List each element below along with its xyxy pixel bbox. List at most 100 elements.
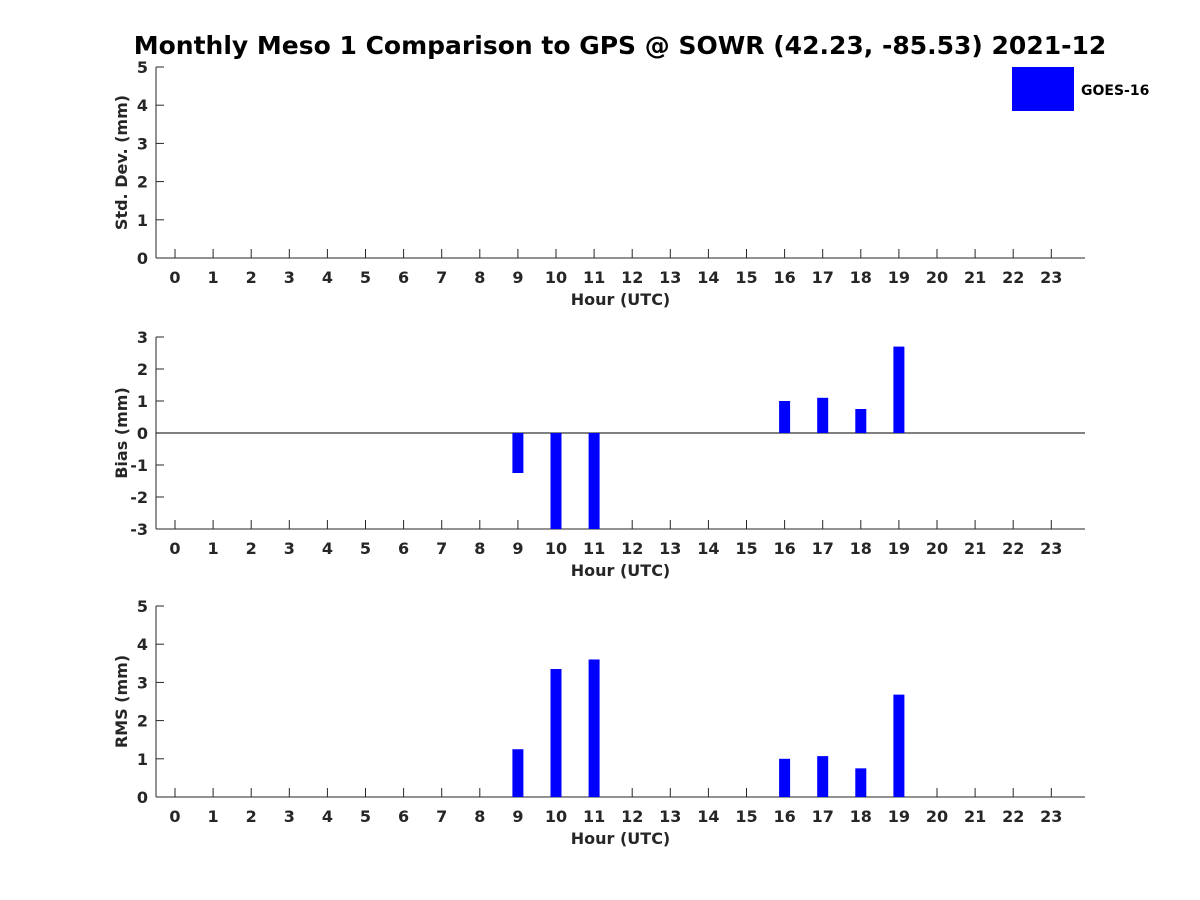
x-tick-label: 1 [208,807,219,826]
x-tick-label: 16 [773,268,795,287]
x-tick-label: 6 [398,268,409,287]
bar-hour-11 [588,659,600,797]
x-tick-label: 19 [888,268,910,287]
bar-hour-18 [855,409,867,433]
x-tick-label: 7 [436,268,447,287]
x-tick-label: 14 [697,268,719,287]
x-tick-label: 7 [436,539,447,558]
bar-hour-10 [550,669,562,797]
x-tick-label: 8 [474,268,485,287]
x-tick-label: 3 [284,807,295,826]
x-tick-label: 21 [964,268,986,287]
x-tick-label: 9 [512,807,523,826]
y-tick-label: 2 [137,360,148,379]
x-tick-label: 7 [436,807,447,826]
x-tick-label: 15 [735,539,757,558]
y-tick-label: -3 [130,520,148,539]
legend-swatch-goes16 [1012,67,1074,111]
x-tick-label: 17 [812,268,834,287]
y-tick-label: 2 [137,173,148,192]
bar-hour-10 [550,433,562,529]
y-tick-label: 0 [137,788,148,807]
y-axis-label: Std. Dev. (mm) [112,95,131,230]
x-tick-label: 20 [926,539,948,558]
y-axis-label: Bias (mm) [112,387,131,479]
x-tick-label: 5 [360,268,371,287]
x-tick-label: 6 [398,539,409,558]
x-tick-label: 1 [208,539,219,558]
bar-hour-11 [588,433,600,529]
bar-hour-17 [817,756,829,797]
x-tick-label: 17 [812,539,834,558]
y-tick-label: 1 [137,211,148,230]
x-tick-label: 13 [659,807,681,826]
x-tick-label: 17 [812,807,834,826]
x-tick-label: 23 [1040,539,1062,558]
x-tick-label: 18 [850,268,872,287]
x-tick-label: 21 [964,539,986,558]
x-tick-label: 6 [398,807,409,826]
x-axis-label: Hour (UTC) [571,290,671,309]
x-tick-label: 16 [773,539,795,558]
y-tick-label: 0 [137,424,148,443]
x-tick-label: 15 [735,807,757,826]
x-tick-label: 14 [697,539,719,558]
bar-hour-9 [512,433,524,473]
x-axis-label: Hour (UTC) [571,829,671,848]
x-tick-label: 23 [1040,268,1062,287]
bar-hour-17 [817,397,829,433]
x-tick-label: 10 [545,268,567,287]
y-tick-label: 5 [137,597,148,616]
x-tick-label: 0 [169,539,180,558]
bar-hour-19 [893,346,905,433]
x-tick-label: 13 [659,268,681,287]
legend-label-goes16: GOES-16 [1081,83,1149,99]
bar-hour-16 [779,758,791,797]
bar-hour-18 [855,768,867,797]
x-tick-label: 19 [888,807,910,826]
y-tick-label: 4 [137,96,148,115]
x-tick-label: 22 [1002,268,1024,287]
x-tick-label: 22 [1002,807,1024,826]
x-tick-label: 5 [360,807,371,826]
x-tick-label: 18 [850,539,872,558]
x-tick-label: 1 [208,268,219,287]
y-tick-label: 1 [137,750,148,769]
x-tick-label: 21 [964,807,986,826]
y-tick-label: 3 [137,134,148,153]
x-tick-label: 2 [246,539,257,558]
bar-hour-16 [779,401,791,433]
x-tick-label: 22 [1002,539,1024,558]
y-tick-label: 1 [137,392,148,411]
x-tick-label: 4 [322,539,333,558]
y-tick-label: 2 [137,712,148,731]
x-tick-label: 13 [659,539,681,558]
x-tick-label: 12 [621,807,643,826]
x-tick-label: 11 [583,268,605,287]
x-tick-label: 11 [583,539,605,558]
x-tick-label: 8 [474,807,485,826]
x-tick-label: 3 [284,268,295,287]
x-axis-label: Hour (UTC) [571,561,671,580]
legend: GOES-16 [1012,67,1149,111]
x-tick-label: 18 [850,807,872,826]
x-tick-label: 3 [284,539,295,558]
x-tick-label: 15 [735,268,757,287]
x-tick-label: 10 [545,807,567,826]
chart-title: Monthly Meso 1 Comparison to GPS @ SOWR … [134,31,1107,60]
x-tick-label: 12 [621,539,643,558]
y-tick-label: -2 [130,488,148,507]
y-tick-label: 3 [137,328,148,347]
x-tick-label: 4 [322,807,333,826]
bar-hour-9 [512,749,524,797]
x-tick-label: 14 [697,807,719,826]
x-tick-label: 20 [926,807,948,826]
y-tick-label: -1 [130,456,148,475]
x-tick-label: 12 [621,268,643,287]
y-tick-label: 0 [137,249,148,268]
x-tick-label: 20 [926,268,948,287]
x-tick-label: 11 [583,807,605,826]
